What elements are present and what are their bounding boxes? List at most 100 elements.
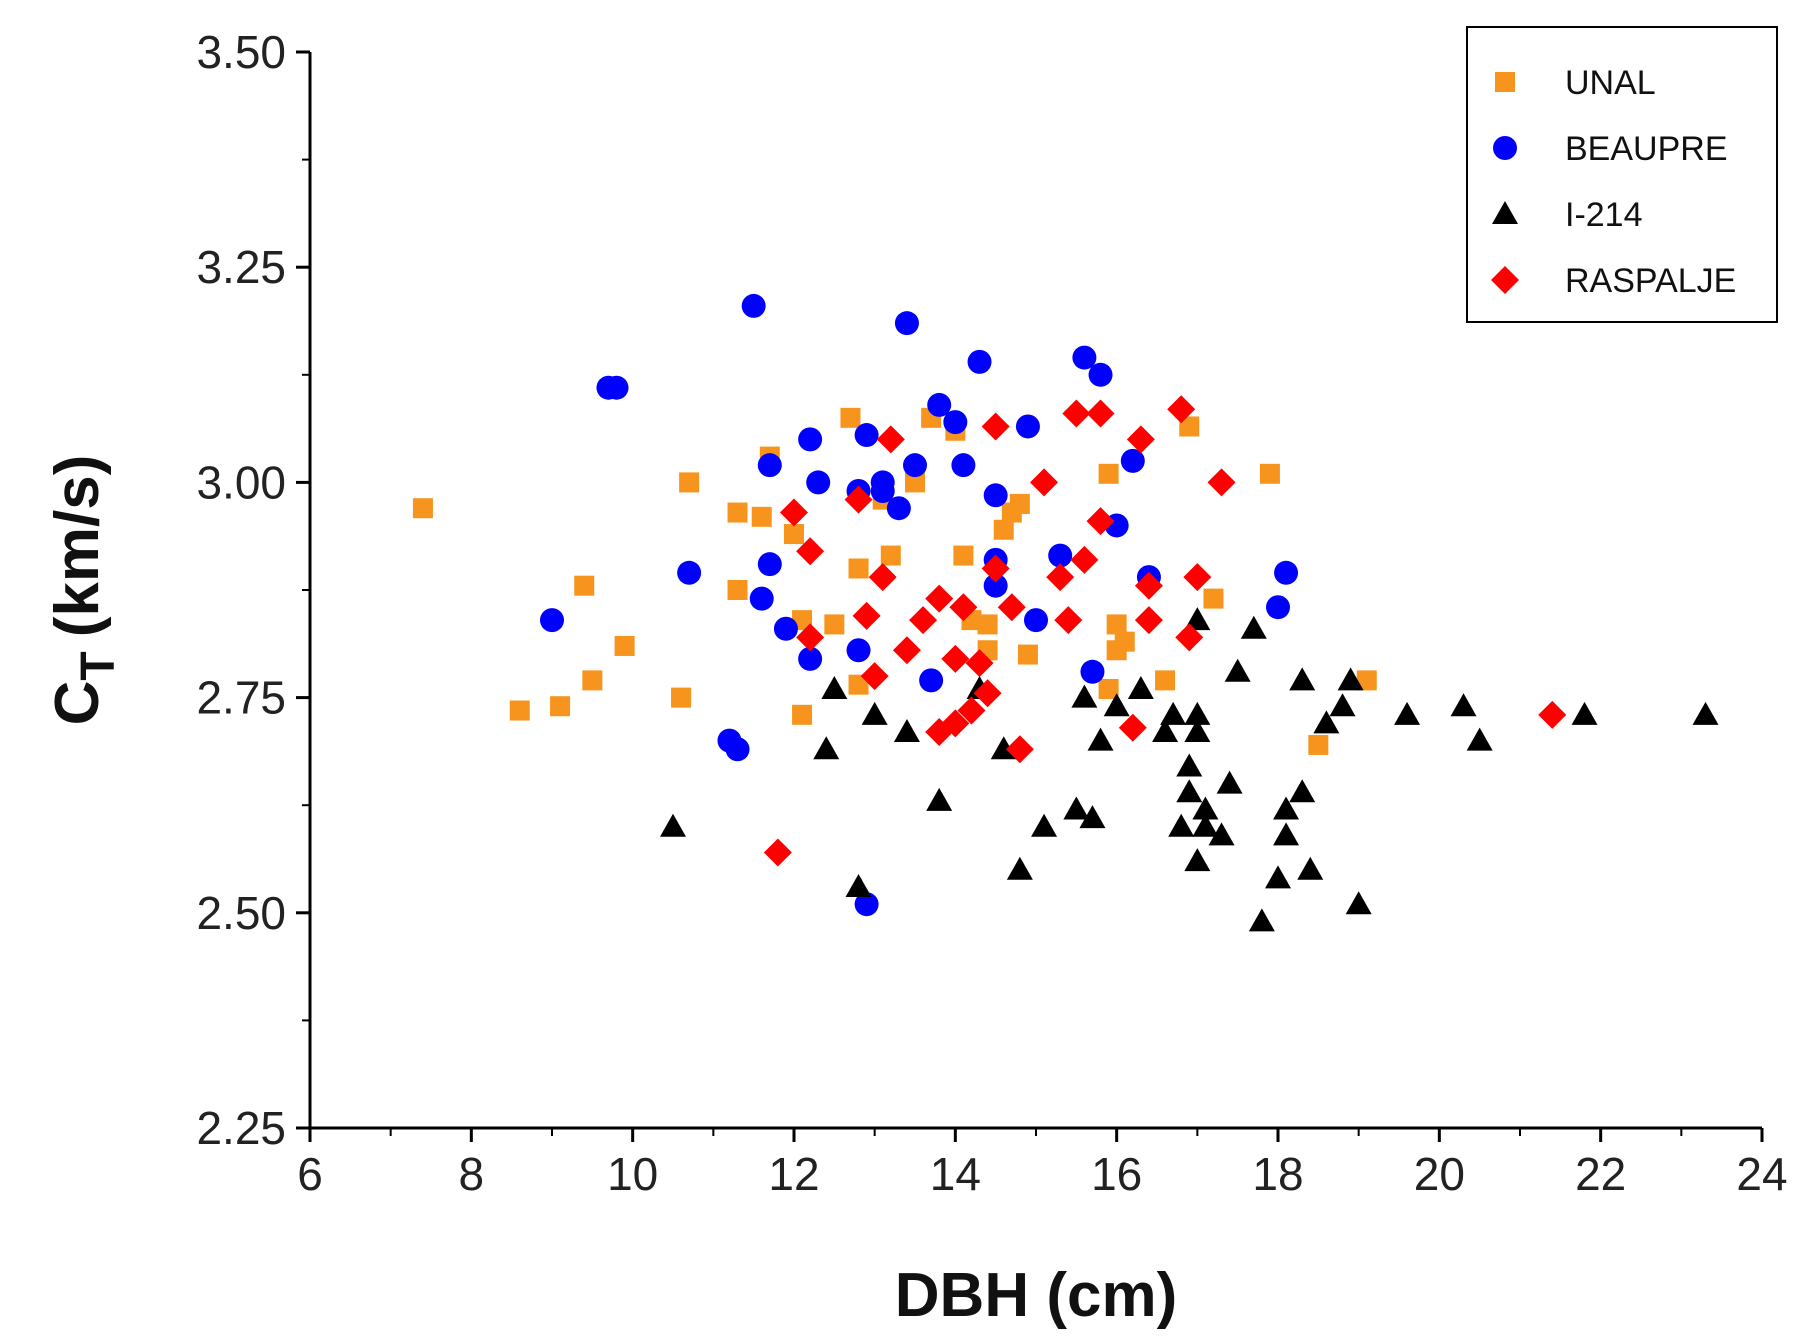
x-tick-label: 14 <box>930 1148 981 1200</box>
data-point <box>660 813 686 837</box>
data-point <box>1071 684 1098 708</box>
data-point <box>582 670 603 691</box>
series-beaupre <box>540 293 1299 917</box>
data-point <box>1184 719 1211 743</box>
y-tick-label: 3.00 <box>196 456 286 508</box>
data-point <box>806 470 831 495</box>
data-point <box>965 649 994 678</box>
data-point <box>1088 362 1113 387</box>
data-point <box>1313 710 1340 734</box>
data-point <box>1192 813 1219 837</box>
legend-marker <box>1495 72 1515 92</box>
data-point <box>1266 595 1290 620</box>
data-point <box>1127 675 1154 699</box>
data-point <box>1184 701 1211 725</box>
data-point <box>1017 644 1038 665</box>
data-point <box>861 701 888 725</box>
data-point <box>741 293 766 318</box>
data-point <box>1062 399 1091 428</box>
data-point <box>1009 493 1030 514</box>
data-point <box>1224 658 1251 682</box>
data-point <box>1248 908 1275 932</box>
x-tick-label: 22 <box>1575 1148 1626 1200</box>
data-point <box>813 736 840 760</box>
data-point <box>1273 796 1300 820</box>
data-point <box>1030 468 1059 497</box>
data-point <box>1160 701 1187 725</box>
data-point <box>1167 395 1196 424</box>
data-point <box>798 646 823 671</box>
data-point <box>1086 399 1115 428</box>
data-point <box>1466 727 1493 751</box>
x-tick-label: 8 <box>459 1148 485 1200</box>
data-point <box>1098 463 1119 484</box>
data-point <box>868 563 897 592</box>
data-point <box>981 412 1010 441</box>
data-point <box>798 427 823 452</box>
data-point <box>1289 779 1316 803</box>
data-point <box>1345 891 1372 915</box>
data-point <box>1134 571 1163 600</box>
data-point <box>1183 563 1212 592</box>
series-unal <box>412 407 1377 755</box>
data-point <box>727 502 748 523</box>
data-point <box>1134 606 1163 635</box>
y-tick-label: 3.25 <box>196 241 286 293</box>
data-point <box>574 575 595 596</box>
data-point <box>1098 678 1119 699</box>
y-tick-label: 2.25 <box>196 1102 286 1154</box>
data-point <box>1046 563 1075 592</box>
data-point <box>1450 693 1477 717</box>
data-point <box>796 537 825 566</box>
data-point <box>905 472 925 493</box>
data-point <box>949 593 978 622</box>
legend-label: I-214 <box>1565 196 1643 234</box>
data-point <box>757 453 782 478</box>
data-point <box>604 375 629 400</box>
data-point <box>1086 507 1115 536</box>
data-point <box>757 552 782 577</box>
data-point <box>1274 560 1299 585</box>
data-point <box>854 423 879 448</box>
data-point <box>983 483 1008 508</box>
data-point <box>1329 693 1356 717</box>
data-point <box>1120 448 1145 473</box>
data-point <box>821 675 848 699</box>
legend-marker <box>1491 266 1519 294</box>
data-point <box>1571 701 1598 725</box>
axis-titles: DBH (cm) CT (km/s) <box>43 455 1177 1330</box>
data-point <box>1176 753 1203 777</box>
data-point <box>792 704 813 725</box>
x-tick-label: 10 <box>607 1148 658 1200</box>
data-point <box>1289 667 1316 691</box>
series-raspalje <box>763 395 1567 867</box>
axis-ticks: 6 8 10 12 14 16 18 20 22 24 2.25 2.50 2.75 3.00 3.25 3.… <box>196 26 1787 1200</box>
data-point <box>852 601 881 630</box>
data-point <box>773 616 798 641</box>
data-point <box>1079 805 1106 829</box>
data-point <box>925 584 954 613</box>
y-tick-label: 2.50 <box>196 887 286 939</box>
data-point <box>1207 468 1236 497</box>
data-point <box>1308 734 1329 755</box>
data-point <box>1273 822 1300 846</box>
data-point <box>1072 345 1097 370</box>
data-point <box>1538 700 1567 729</box>
series-i-214 <box>660 607 1719 932</box>
data-point <box>1176 779 1203 803</box>
y-axis-title-main: C <box>43 681 112 726</box>
data-point <box>1087 727 1114 751</box>
data-point <box>909 606 938 635</box>
data-point <box>1394 701 1421 725</box>
data-point <box>550 696 571 717</box>
data-point <box>1216 770 1243 794</box>
data-point <box>796 623 825 652</box>
data-point <box>1063 796 1090 820</box>
data-point <box>967 349 992 374</box>
x-tick-label: 6 <box>297 1148 323 1200</box>
data-point <box>957 696 986 725</box>
x-tick-label: 16 <box>1091 1148 1142 1200</box>
y-axis-title: CT (km/s) <box>43 455 125 726</box>
data-point <box>509 700 530 721</box>
